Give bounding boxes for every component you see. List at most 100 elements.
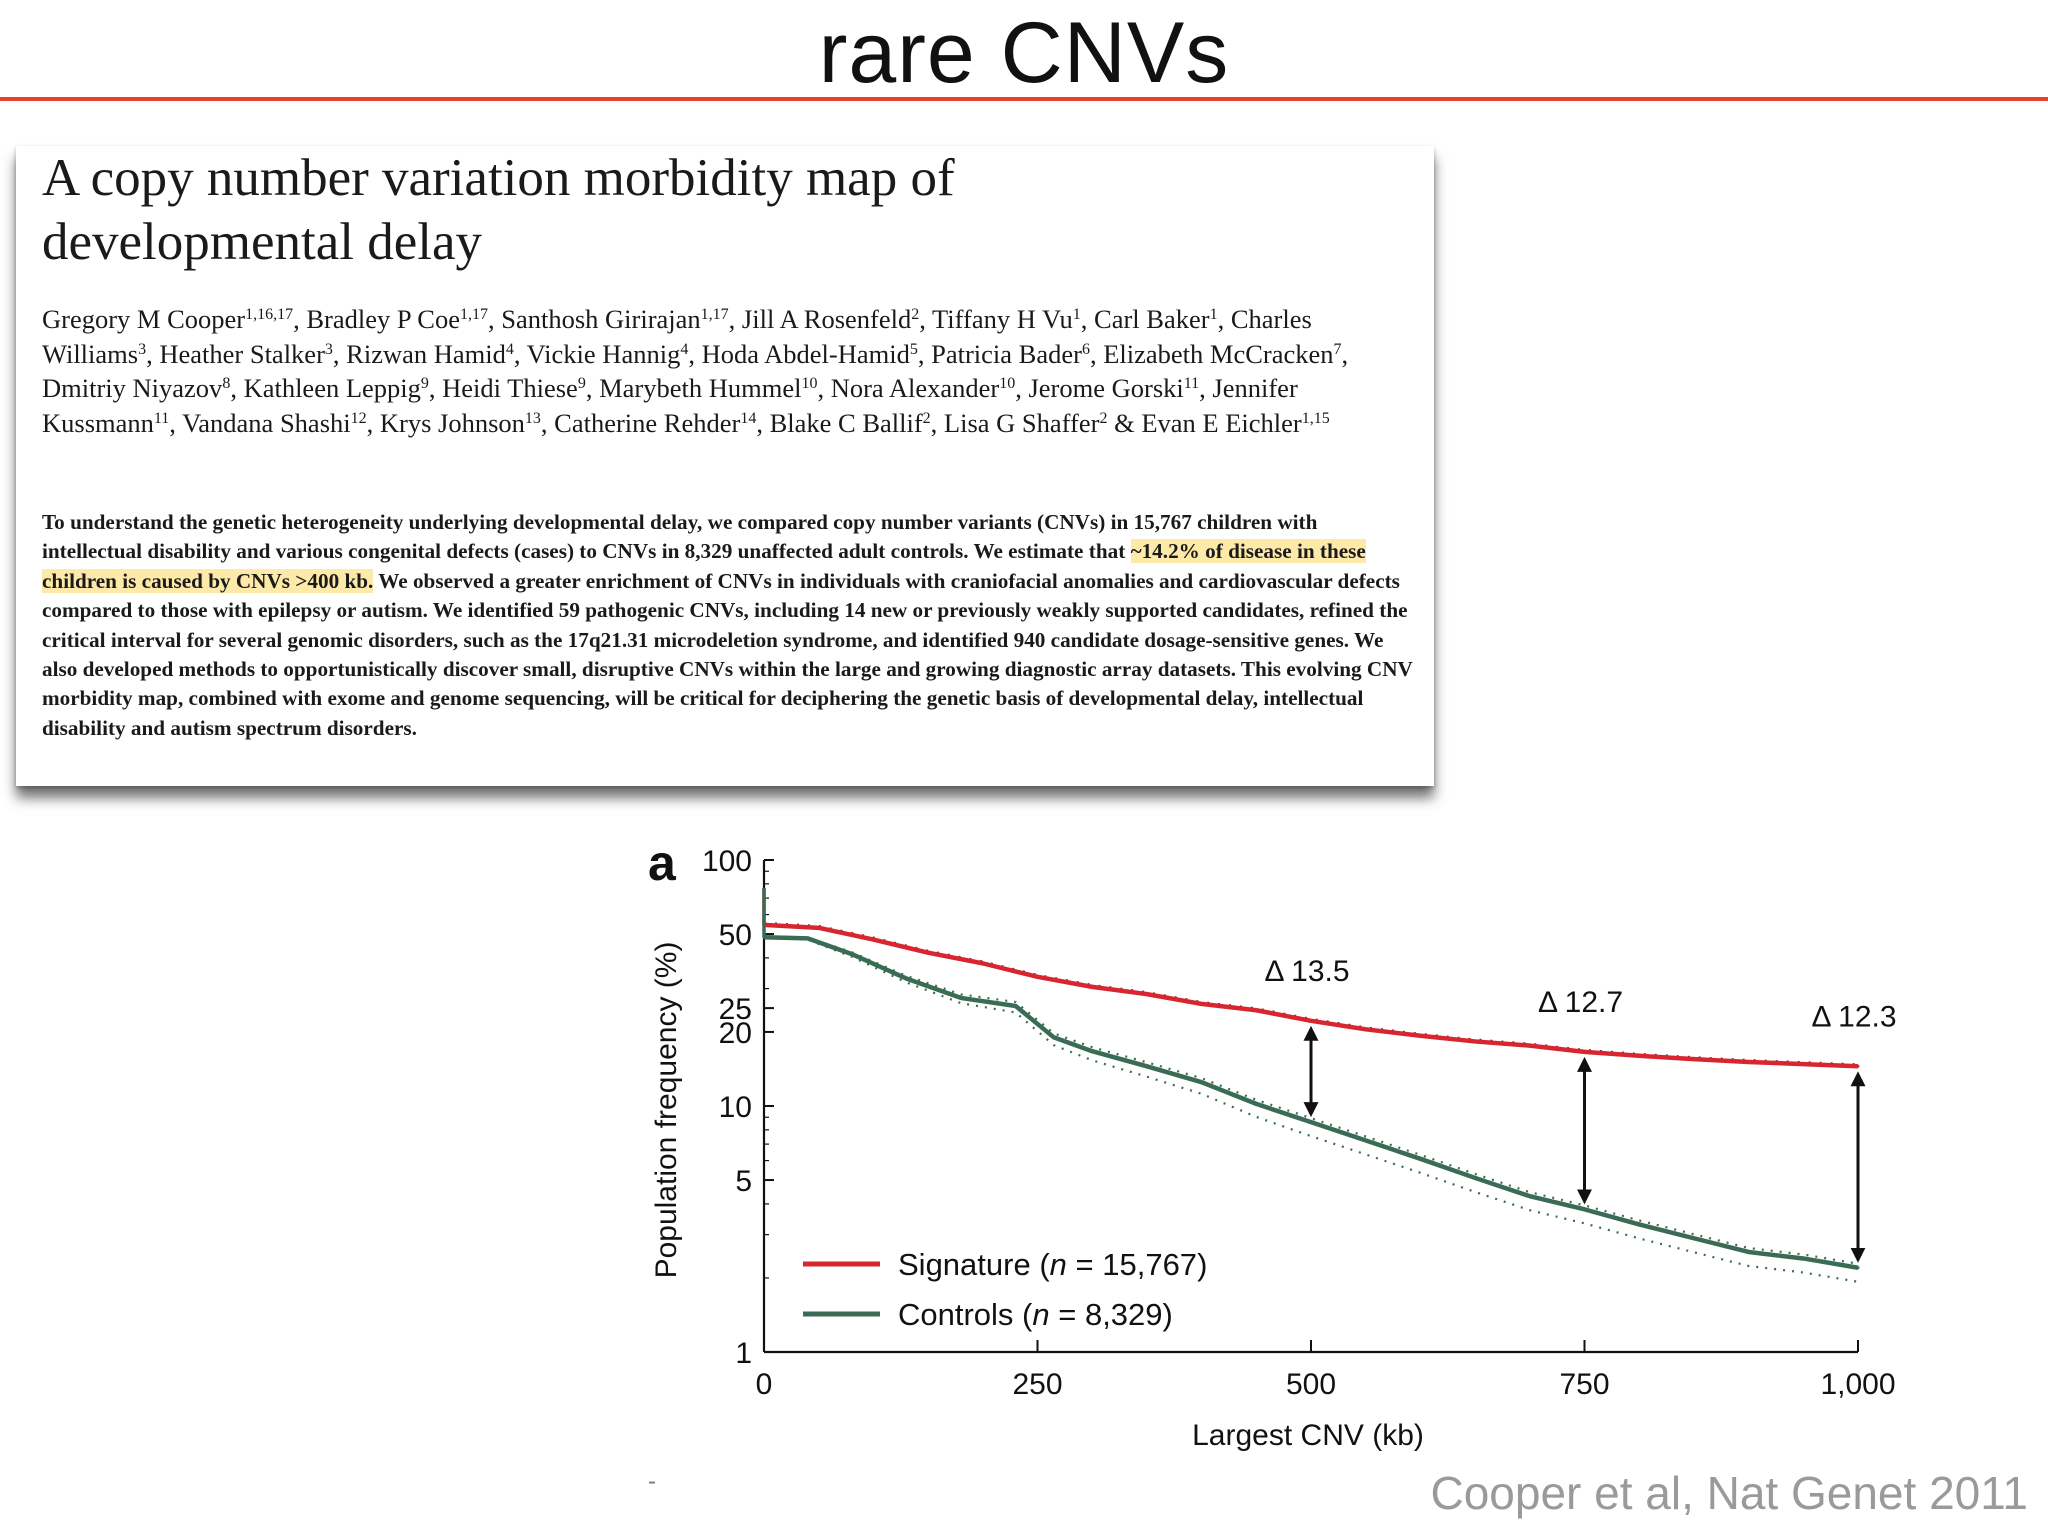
abstract-text: To understand the genetic heterogeneity … [42,510,1318,564]
author-separator: , [930,407,944,438]
data-point-controls [762,935,766,939]
author-separator: , [919,304,933,334]
paper-title-line: developmental delay [42,213,483,271]
data-point-controls [1418,1157,1422,1161]
data-point-controls [1254,1102,1258,1106]
data-point-signature [1145,992,1149,996]
data-point-signature [1801,1062,1805,1066]
author-name: Carl Baker [1094,304,1210,334]
author-affiliation: 4 [505,340,514,358]
author-name: Marybeth Hummel [599,373,802,404]
author-separator: , [487,304,502,334]
delta-label: Δ 12.7 [1538,986,1623,1019]
author-name: Vickie Hannig [526,338,681,369]
author-affiliation: 14 [740,409,757,427]
data-point-signature [1856,1064,1860,1068]
citation-credit: Cooper et al, Nat Genet 2011 [1430,1467,2028,1519]
data-point-controls [959,996,963,1000]
author-name: Tiffany H Vu [932,304,1073,334]
author-affiliation: 2 [922,409,931,427]
data-point-controls [1200,1080,1204,1084]
author-separator: , [1089,338,1104,369]
data-point-controls [1052,1035,1056,1039]
y-tick-label: 25 [719,993,752,1026]
slide-title: rare CNVs [818,5,1230,101]
y-tick-label: 1 [735,1337,752,1370]
author-affiliation: 1 [1072,306,1081,323]
author-affiliation: 13 [524,409,541,427]
author-affiliation: 1,17 [700,306,729,323]
author-affiliation: 4 [680,340,689,358]
x-tick-label: 0 [756,1368,773,1401]
author-affiliation: 2 [911,306,920,323]
author-name: Nora Alexander [830,373,1000,404]
x-tick-label: 250 [1012,1368,1062,1401]
data-point-signature [1090,985,1094,989]
data-point-controls [850,952,854,956]
delta-label: Δ 12.3 [1811,1000,1896,1033]
panel-label: a [648,835,677,891]
data-point-signature [1364,1027,1368,1031]
data-point-controls [1309,1120,1313,1124]
author-affiliation: 1 [1209,306,1218,323]
author-separator: , [585,373,600,404]
author-name: Jerome Gorski [1028,373,1184,404]
chart-annotations: Δ 13.5 Δ 12.7 Δ 12.3 [1264,955,1897,1263]
author-separator: & [1107,407,1142,438]
data-point-signature [1637,1054,1641,1058]
data-point-signature [926,951,930,955]
author-name: Krys Johnson [379,407,525,438]
abstract-text: We observed a greater enrichment of CNVs… [42,568,1413,740]
author-name: Kathleen Leppig [243,373,421,404]
data-point-signature [981,961,985,965]
data-point-controls [1145,1064,1149,1068]
author-name: Jill A Rosenfeld [741,304,912,334]
y-tick-label: 50 [719,919,752,952]
data-point-controls [1353,1135,1357,1139]
data-point-signature [1309,1019,1313,1023]
author-separator: , [332,338,347,369]
author-affiliation: 3 [324,340,333,358]
author-separator: , [540,407,555,438]
x-tick-label: 500 [1286,1368,1336,1401]
author-affiliation: 7 [1333,340,1342,358]
author-separator: , [169,407,183,438]
data-point-signature [1473,1039,1477,1043]
legend-paren-open: ( [1031,1247,1051,1282]
x-tick-label: 750 [1559,1368,1609,1401]
author-affiliation: 3 [138,340,147,358]
author-separator: , [1015,373,1029,404]
legend-paren-close: ) [1197,1247,1207,1282]
author-name: Catherine Rehder [554,407,741,438]
author-separator: , [817,373,831,404]
author-affiliation: 10 [801,375,818,393]
data-point-controls [1090,1049,1094,1053]
paper-excerpt: A copy number variation morbidity map of… [16,146,1434,786]
data-point-controls [1583,1207,1586,1211]
author-affiliation: 1,16,17 [245,306,294,323]
delta-label: Δ 13.5 [1264,955,1349,988]
chart-legend: Signature (n = 15,767)Controls (n = 8,32… [803,1247,1207,1332]
y-tick-label: 5 [735,1165,752,1198]
author-separator: , [1199,373,1213,404]
author-name: Elizabeth McCracken [1103,338,1334,369]
author-name: Evan E Eichler [1141,407,1302,438]
author-separator: , [513,338,527,369]
x-tick-label: 1,000 [1820,1368,1895,1401]
author-separator: , [728,304,742,334]
data-point-controls [1014,1004,1018,1008]
author-name: Santhosh Girirajan [501,304,701,334]
paper-title-line: A copy number variation morbidity map of [42,149,955,207]
data-point-signature [1747,1060,1751,1064]
author-affiliation: 11 [153,409,170,427]
author-separator: , [917,338,932,369]
author-affiliation: 8 [222,375,231,393]
author-name: Jennifer Kussmann [42,373,1298,438]
data-point-controls [904,976,908,980]
controls-upper-bound [763,936,1859,1265]
author-separator: , [428,373,443,404]
y-tick-label: 20 [719,1017,752,1050]
author-separator: , [230,373,244,404]
data-point-signature [1583,1050,1586,1054]
paper-abstract: To understand the genetic heterogeneity … [42,508,1414,743]
